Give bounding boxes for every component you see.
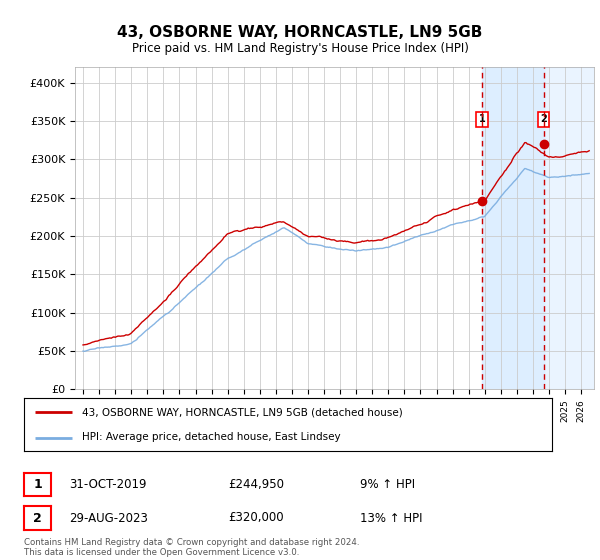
Text: 2: 2 [33,511,42,525]
Text: HPI: Average price, detached house, East Lindsey: HPI: Average price, detached house, East… [82,432,341,442]
Text: 29-AUG-2023: 29-AUG-2023 [69,511,148,525]
Text: 2: 2 [540,114,547,124]
Text: Price paid vs. HM Land Registry's House Price Index (HPI): Price paid vs. HM Land Registry's House … [131,42,469,55]
Bar [544,67,594,389]
Bar [544,67,594,389]
Text: 1: 1 [479,114,485,124]
Bar [482,67,544,389]
Text: £244,950: £244,950 [228,478,284,491]
Text: 43, OSBORNE WAY, HORNCASTLE, LN9 5GB: 43, OSBORNE WAY, HORNCASTLE, LN9 5GB [118,25,482,40]
Text: £320,000: £320,000 [228,511,284,525]
Text: 43, OSBORNE WAY, HORNCASTLE, LN9 5GB (detached house): 43, OSBORNE WAY, HORNCASTLE, LN9 5GB (de… [82,408,403,418]
Text: 13% ↑ HPI: 13% ↑ HPI [360,511,422,525]
Text: 1: 1 [33,478,42,491]
Text: 31-OCT-2019: 31-OCT-2019 [69,478,146,491]
Text: Contains HM Land Registry data © Crown copyright and database right 2024.
This d: Contains HM Land Registry data © Crown c… [24,538,359,557]
Text: 9% ↑ HPI: 9% ↑ HPI [360,478,415,491]
